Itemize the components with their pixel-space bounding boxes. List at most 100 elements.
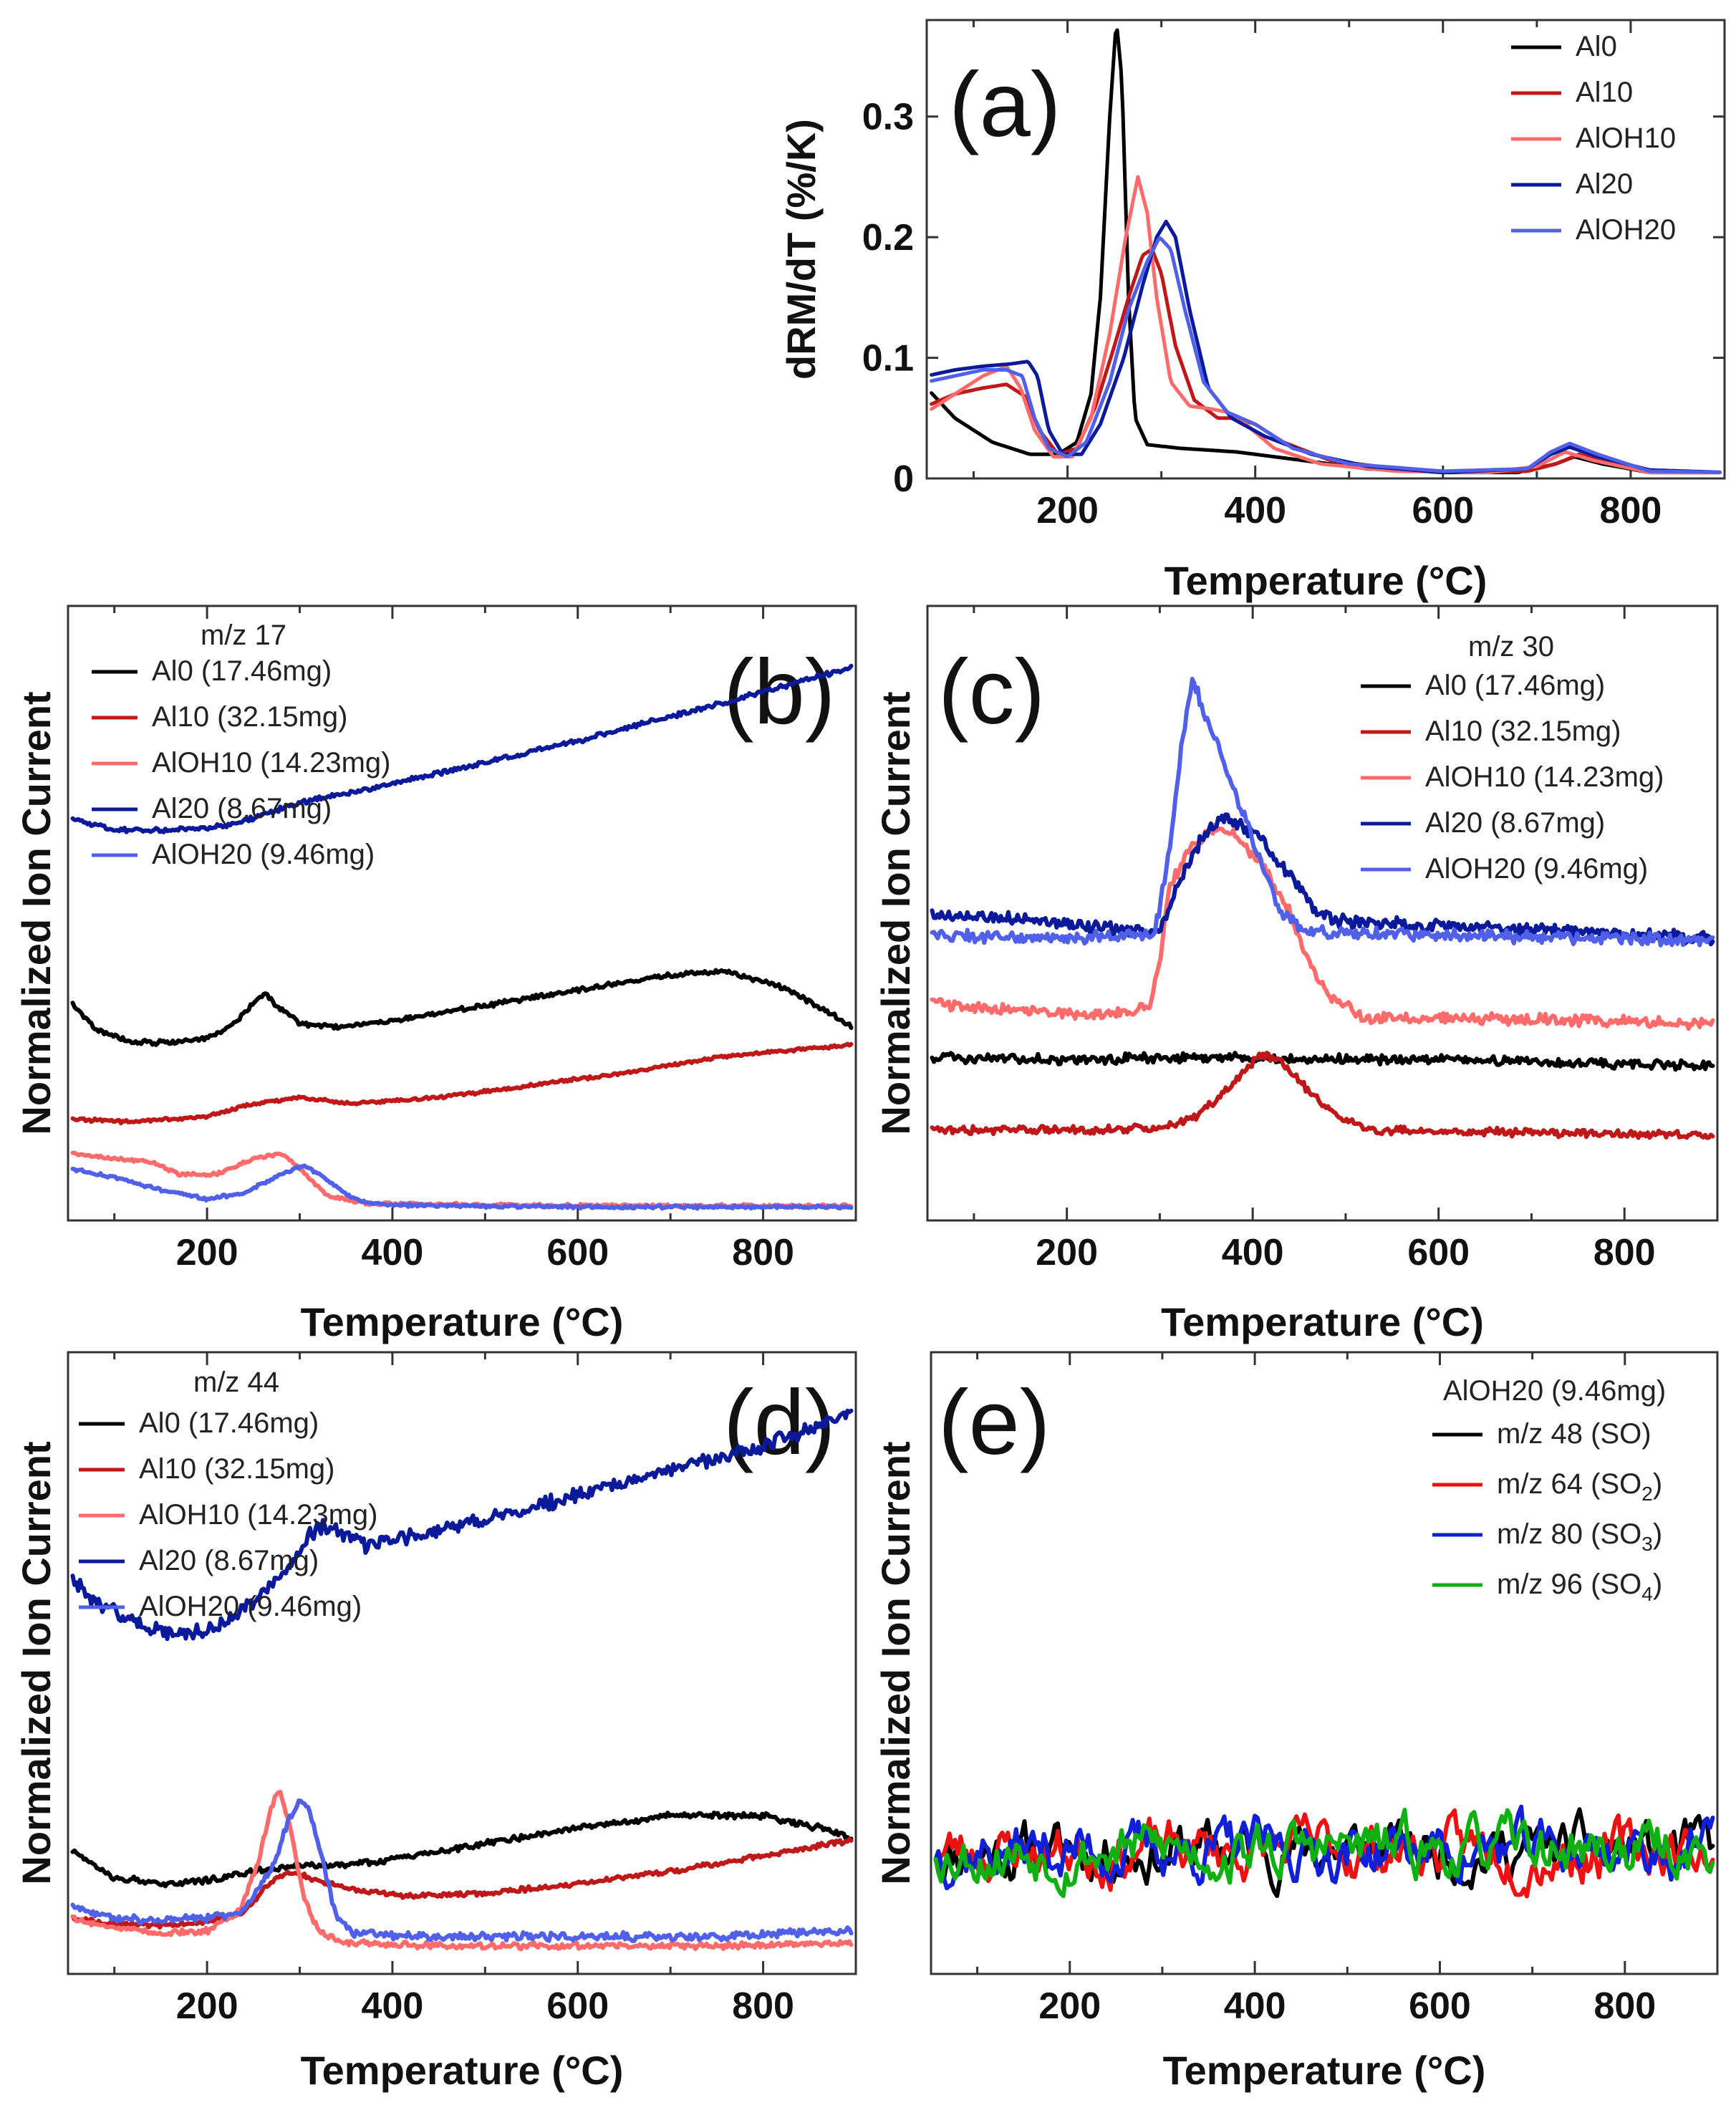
legend-label-main: m/z 48 (SO bbox=[1497, 1418, 1641, 1450]
x-tick-label: 800 bbox=[732, 1985, 794, 2027]
panel-label: (b) bbox=[723, 641, 835, 743]
legend-title: m/z 30 bbox=[1468, 631, 1554, 663]
series-line bbox=[930, 175, 1722, 475]
legend-label: Al20 (8.67mg) bbox=[1425, 807, 1605, 839]
plot-frame-d bbox=[67, 1351, 857, 1975]
series-line bbox=[930, 1051, 1715, 1072]
legend-label-close: ) bbox=[1641, 1418, 1651, 1450]
x-tick-label: 400 bbox=[1222, 1232, 1284, 1273]
legend-label: m/z 64 (SO2) bbox=[1497, 1468, 1662, 1505]
series-line bbox=[930, 219, 1722, 474]
x-tick-label: 200 bbox=[176, 1232, 238, 1273]
legend: m/z 44 Al0 (17.46mg) Al10 (32.15mg) AlOH10 … bbox=[79, 1367, 377, 1622]
y-axis-label: Normalized Ion Current bbox=[873, 691, 918, 1135]
legend: m/z 17 Al0 (17.46mg) Al10 (32.15mg) AlOH10 … bbox=[92, 620, 390, 870]
x-axis-label: Temperature (°C) bbox=[1164, 558, 1487, 603]
legend-label: Al10 (32.15mg) bbox=[152, 701, 347, 733]
legend-label: Al0 bbox=[1576, 31, 1617, 62]
x-tick-label: 200 bbox=[1036, 490, 1099, 531]
series-line bbox=[70, 1798, 854, 1943]
x-axis-label: Temperature (°C) bbox=[1163, 2048, 1486, 2093]
legend: m/z 30 Al0 (17.46mg) Al10 (32.15mg) AlOH10 … bbox=[1361, 631, 1664, 885]
panel-label: (e) bbox=[938, 1372, 1050, 1474]
plot-frame-e bbox=[930, 1351, 1719, 1975]
legend-label: AlOH20 (9.46mg) bbox=[139, 1591, 362, 1622]
legend-label: Al10 (32.15mg) bbox=[139, 1453, 334, 1485]
series-line bbox=[933, 1808, 1715, 1899]
legend-label: m/z 96 (SO4) bbox=[1497, 1569, 1662, 1605]
y-tick-label: 0.3 bbox=[862, 97, 914, 138]
legend-label: Al20 (8.67mg) bbox=[152, 793, 332, 824]
x-tick-label: 200 bbox=[1036, 1232, 1098, 1273]
legend-title: m/z 17 bbox=[201, 620, 286, 651]
panel-d: 200 400 600 800 Temperature (°C) Normalized I… bbox=[14, 1351, 857, 2093]
x-tick-label: 200 bbox=[176, 1985, 238, 2027]
legend-label: AlOH10 (14.23mg) bbox=[152, 747, 390, 779]
legend-label: Al20 bbox=[1576, 168, 1633, 200]
x-tick-label: 800 bbox=[1600, 490, 1662, 531]
series-line bbox=[930, 1051, 1715, 1140]
legend-label: AlOH10 (14.23mg) bbox=[1425, 761, 1664, 793]
legend: Al0 Al10 AlOH10 Al20 AlOH20 bbox=[1511, 31, 1676, 246]
legend-label-sub: 3 bbox=[1641, 1533, 1653, 1555]
legend-label: Al10 (32.15mg) bbox=[1425, 716, 1621, 747]
y-axis-label: Normalized Ion Current bbox=[14, 1441, 59, 1884]
y-tick-label: 0.2 bbox=[862, 217, 914, 259]
plot-frame-a bbox=[925, 19, 1726, 480]
x-tick-label: 600 bbox=[1407, 1232, 1470, 1273]
x-tick-label: 400 bbox=[362, 1232, 424, 1273]
legend-label-main: m/z 80 (SO bbox=[1497, 1518, 1641, 1550]
legend-label-close: ) bbox=[1653, 1468, 1662, 1500]
x-tick-label: 600 bbox=[546, 1232, 609, 1273]
legend-title: m/z 44 bbox=[193, 1367, 279, 1398]
x-tick-label: 800 bbox=[1593, 1232, 1656, 1273]
x-tick-label: 600 bbox=[1412, 490, 1474, 531]
x-tick-label: 600 bbox=[1409, 1985, 1471, 2027]
x-axis-label: Temperature (°C) bbox=[301, 2048, 624, 2093]
series-line bbox=[70, 1163, 854, 1211]
legend-label-sub: 4 bbox=[1641, 1583, 1653, 1605]
panel-label: (c) bbox=[938, 641, 1045, 743]
plot-frame-c bbox=[926, 604, 1719, 1222]
series-line bbox=[930, 823, 1715, 1031]
series-group bbox=[70, 1408, 854, 1952]
x-tick-label: 400 bbox=[1224, 1985, 1286, 2027]
legend-label-close: ) bbox=[1653, 1518, 1662, 1550]
legend-label-close: ) bbox=[1653, 1569, 1662, 1600]
y-tick-label: 0.1 bbox=[862, 338, 914, 380]
series-line bbox=[70, 1790, 854, 1952]
series-line bbox=[70, 1408, 854, 1642]
x-tick-label: 800 bbox=[732, 1232, 794, 1273]
panel-b: 200 400 600 800 Temperature (°C) Normalized I… bbox=[14, 604, 857, 1344]
y-axis-label: Normalized Ion Current bbox=[873, 1441, 918, 1884]
x-tick-label: 800 bbox=[1593, 1985, 1656, 2027]
series-line bbox=[930, 248, 1722, 475]
series-line bbox=[70, 663, 854, 834]
legend-label: Al0 (17.46mg) bbox=[152, 655, 332, 687]
series-line bbox=[70, 1150, 854, 1210]
x-tick-label: 200 bbox=[1038, 1985, 1101, 2027]
legend-title: AlOH20 (9.46mg) bbox=[1443, 1375, 1666, 1407]
legend-label: Al0 (17.46mg) bbox=[1425, 670, 1605, 701]
panel-c: 200 400 600 800 Temperature (°C) Normalized I… bbox=[873, 604, 1719, 1344]
panel-e: 200 400 600 800 Temperature (°C) Normalized I… bbox=[873, 1351, 1719, 2093]
series-line bbox=[70, 968, 854, 1047]
plot-frame-b bbox=[67, 604, 857, 1222]
x-tick-label: 400 bbox=[1224, 490, 1286, 531]
legend-label: AlOH10 (14.23mg) bbox=[139, 1499, 377, 1531]
legend-label: Al20 (8.67mg) bbox=[139, 1545, 319, 1576]
x-tick-label: 400 bbox=[362, 1985, 424, 2027]
panel-label: (a) bbox=[949, 54, 1061, 156]
series-line bbox=[930, 677, 1715, 948]
y-tick-label: 0 bbox=[893, 458, 914, 500]
series-line bbox=[70, 1041, 854, 1126]
series-line bbox=[930, 236, 1722, 474]
x-tick-label: 600 bbox=[546, 1985, 609, 2027]
x-axis-label: Temperature (°C) bbox=[1161, 1299, 1484, 1344]
x-axis-label: Temperature (°C) bbox=[301, 1299, 624, 1344]
series-group bbox=[930, 677, 1715, 1140]
series-group bbox=[933, 1804, 1715, 1899]
series-line bbox=[70, 1836, 854, 1930]
panel-a: 200 400 600 800 0 0.1 0.2 0.3 Temperature (°C) dR… bbox=[778, 19, 1726, 603]
legend-label-main: m/z 64 (SO bbox=[1497, 1468, 1641, 1500]
